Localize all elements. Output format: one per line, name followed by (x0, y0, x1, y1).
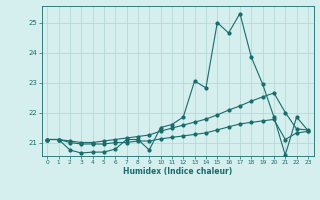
X-axis label: Humidex (Indice chaleur): Humidex (Indice chaleur) (123, 167, 232, 176)
